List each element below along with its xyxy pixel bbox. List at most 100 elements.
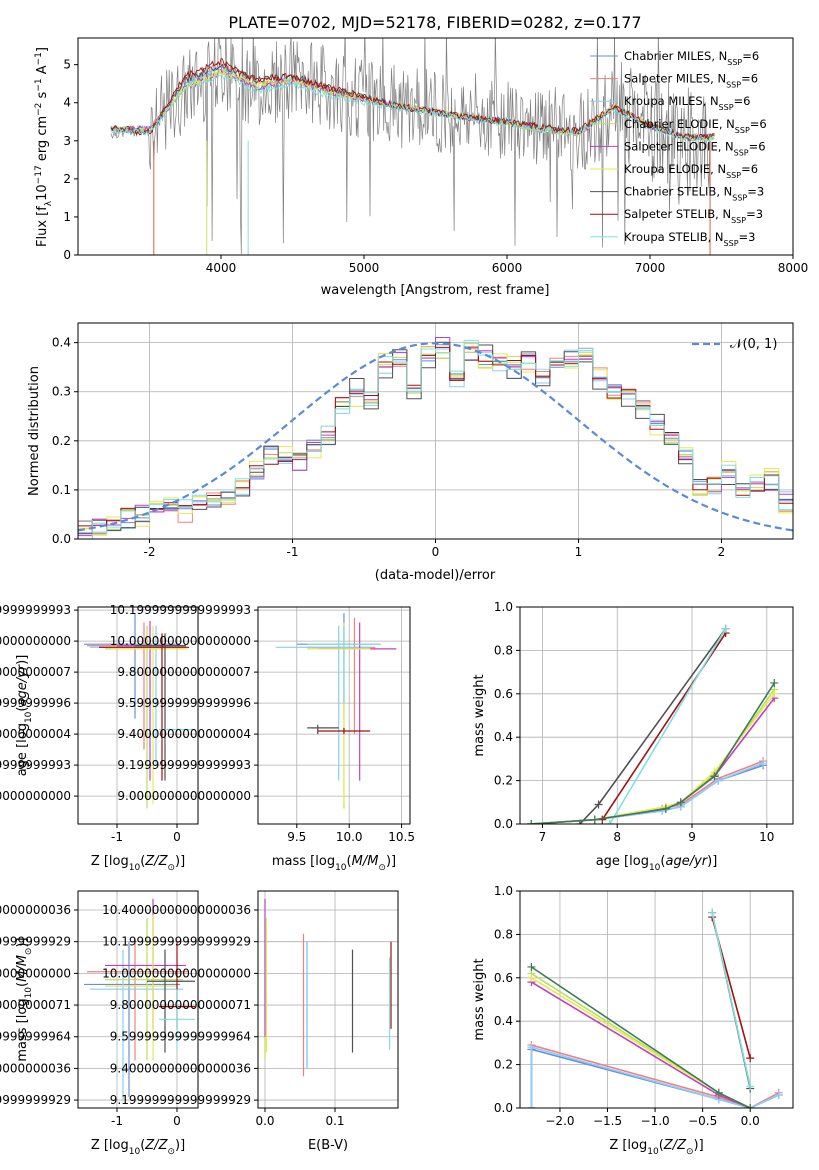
axes-frame [77,37,794,256]
y-tick-label: 9.0000000000000000 [0,789,71,803]
massweight-marker [527,973,536,982]
y-tick-label: 10.19999999999999929 [102,935,251,949]
x-tick-label: -2 [144,545,156,559]
label-part: age/yr [665,854,708,869]
label-part: Z/Z [144,1138,168,1153]
label-part: Z [log [91,1138,129,1153]
x-tick-label: 1 [575,545,583,559]
label-part: ( [659,1138,664,1153]
label-part: −2 [34,103,44,116]
massweight-line [530,966,751,1108]
massweight-marker [770,678,779,687]
label-part: ( [347,854,352,869]
y-tick-label: 9.59999999999999964 [0,1030,71,1044]
label-part: )] [694,1138,704,1153]
x-tick-label: 9 [688,830,696,844]
y-tick-label: 10.00000000000000000 [102,966,251,980]
label-part: 10 [335,863,347,873]
label-part: 10 [35,184,50,201]
plot-area [527,908,783,1108]
y-tick-label: 9.59999999999999964 [110,1030,251,1044]
x-tick-label: 0 [173,830,181,844]
legend-label-sub: SSP [734,148,749,157]
label-part: mass [log [272,854,335,869]
y-tick-label: 10.40000000000000036 [0,903,71,917]
massweight-marker [714,1088,723,1097]
massweight_vs_Z-ylabel: mass weight [472,958,487,1040]
x-tick-label: 10.0 [336,830,363,844]
y-tick-label: 9.5999999999999996 [0,696,71,710]
y-tick-label: 9.40000000000000036 [0,1061,71,1075]
x-tick-label: 4000 [206,261,237,275]
mass_vs_ebv-xlabel: E(B-V) [308,1138,348,1153]
legend-label-part: =3 [747,185,764,199]
label-part: )] [15,655,30,665]
y-tick-label: 9.8000000000000007 [117,665,251,679]
residuals-xlabel: (data-model)/error [375,568,496,583]
y-tick-label: 5 [63,58,71,72]
x-tick-label: −1.0 [641,1114,670,1128]
label-part: ( [140,1138,145,1153]
label-part: erg cm [35,116,50,165]
y-tick-label: 4 [63,96,71,110]
axes-frame [77,606,199,825]
label-part: age [log [596,854,649,869]
legend-label: Chabrier MILES, NSSP=6 [624,49,759,67]
spectrum-model-line [110,58,715,142]
y-tick-label: 10.0000000000000000 [0,634,71,648]
y-tick-label: 9.19999999999999929 [0,1093,71,1107]
label-part: Flux [f [35,206,50,247]
label-part: ⊙ [167,863,175,873]
age_vs_Z-ylabel: age [log10(age/yr)] [15,655,34,777]
plot-area [84,898,195,1101]
residual-histogram [78,340,793,533]
massweight-marker [527,1104,536,1108]
label-part: −1 [34,78,44,91]
label-part: −1 [34,52,44,65]
panel-residuals: -2 -1 0 1 2 0.0 0.1 0.2 0.3 0.4 𝒩(0, 1) (data-model… [27,322,794,583]
legend-label-part: Chabrier ELODIE, N [624,117,735,131]
x-tick-label: −0.5 [688,1114,717,1128]
massweight-marker [721,624,730,633]
label-part: ⊙ [24,948,34,956]
massweight-marker [770,689,779,698]
panel-massweight_vs_Z: −2.0 −1.5 −1.0 −0.5 0.0 0.0 0.2 0.4 0.6 0.8 1.0 Z [… [472,884,794,1157]
legend-label: Chabrier ELODIE, NSSP=6 [624,117,767,135]
x-tick-label: 0.1 [325,1114,344,1128]
y-tick-label: 9.80000000000000071 [0,998,71,1012]
y-tick-label: 0.4 [494,730,513,744]
x-tick-label: 6000 [492,261,523,275]
massweight-marker [774,1090,783,1099]
x-tick-label: 0 [432,545,440,559]
label-part: 10 [129,1147,141,1157]
label-part: age [log [15,723,30,776]
massweight-marker [527,1043,536,1052]
massweight-marker [708,908,717,917]
mass_vs_Z-ylabel: mass [log10(M/M⊙)] [15,937,34,1061]
y-tick-label: 1.0 [494,884,513,898]
panel-age_vs_Z: -1 0 9.0000000000000000 9.1999999999999993 9… [0,603,199,873]
label-part: Z/Z [663,1138,687,1153]
label-part: )] [175,854,185,869]
y-tick-label: 0.3 [52,385,71,399]
y-tick-label: 0.1 [52,483,71,497]
legend-gaussian-label: 𝒩(0, 1) [730,337,777,352]
massweight-marker [594,800,603,809]
axes-frame [519,606,794,825]
massweight-marker [676,798,685,807]
x-tick-label: 9.5 [287,830,306,844]
massweight-line [531,693,775,824]
y-tick-label: 0.8 [494,643,513,657]
legend-label: Salpeter MILES, NSSP=6 [624,72,758,90]
label-part: Z/Z [144,854,168,869]
label-part: A [35,65,50,78]
spectrum-data-line [110,38,711,255]
axes-frame [257,890,399,1109]
y-tick-label: 10.40000000000000036 [102,903,251,917]
legend-label-part: =3 [746,207,763,221]
axes-frame [77,322,794,540]
y-tick-label: 9.4000000000000004 [117,727,251,741]
